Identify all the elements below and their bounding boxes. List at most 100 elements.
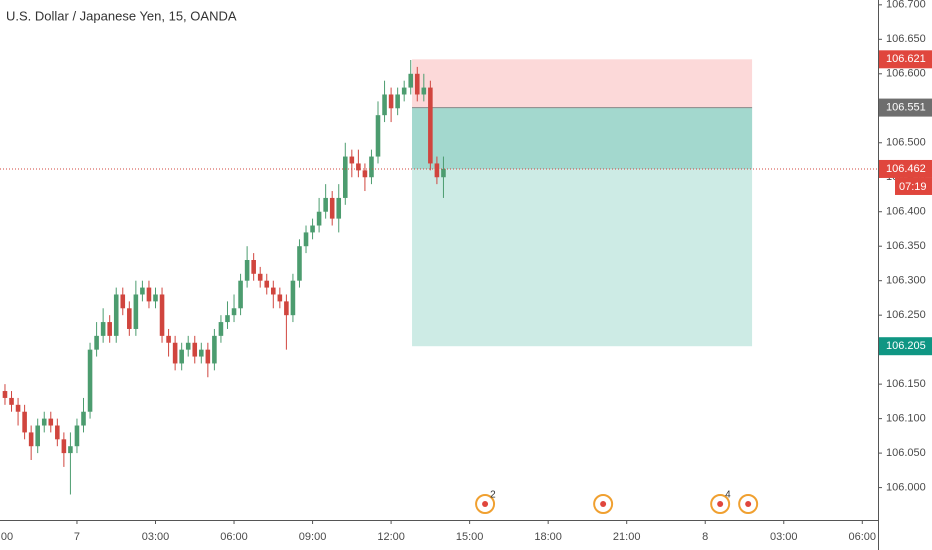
candle-body bbox=[408, 73, 414, 88]
candle-body bbox=[22, 411, 27, 433]
candle-body bbox=[146, 287, 152, 302]
candle-body bbox=[342, 156, 348, 198]
candle-body bbox=[264, 280, 270, 288]
candle-body bbox=[179, 349, 184, 364]
y-tick-label: 106.500 bbox=[886, 137, 926, 149]
x-tick-label: 8 bbox=[702, 531, 708, 543]
candle-body bbox=[251, 260, 256, 274]
candle-body bbox=[238, 280, 243, 309]
candle-body bbox=[297, 246, 302, 281]
candle-body bbox=[329, 197, 335, 219]
stop-tag bbox=[879, 50, 932, 69]
candle-body bbox=[199, 349, 204, 357]
candle-body bbox=[277, 294, 283, 302]
candle-body bbox=[375, 115, 381, 157]
candle-body bbox=[336, 197, 342, 219]
candle-body bbox=[166, 335, 171, 343]
candle-body bbox=[61, 439, 67, 454]
x-tick-label: 09:00 bbox=[299, 531, 327, 543]
y-tick-label: 106.150 bbox=[886, 378, 926, 390]
event-count: 2 bbox=[490, 490, 496, 501]
candle-body bbox=[369, 156, 374, 178]
countdown: 07:19 bbox=[899, 181, 927, 193]
candle-body bbox=[421, 87, 427, 95]
candle-body bbox=[133, 294, 139, 329]
y-tick-label: 106.000 bbox=[886, 481, 926, 493]
entry-tag bbox=[879, 98, 932, 117]
stop-zone bbox=[412, 59, 753, 108]
candle-body bbox=[74, 425, 80, 447]
candle-body bbox=[231, 308, 237, 316]
candle-body bbox=[41, 418, 47, 426]
event-dot bbox=[482, 501, 489, 507]
x-tick-label: 03:00 bbox=[142, 531, 170, 543]
x-tick-label: 12:00 bbox=[377, 531, 405, 543]
y-tick-label: 106.600 bbox=[886, 68, 926, 80]
x-tick-label: 15:00 bbox=[456, 531, 484, 543]
candle-body bbox=[55, 425, 60, 440]
event-dot bbox=[717, 501, 724, 507]
candle-body bbox=[185, 342, 191, 350]
candle-body bbox=[120, 294, 126, 309]
event-dot bbox=[600, 501, 607, 507]
x-tick-label: 7 bbox=[74, 531, 80, 543]
x-tick-label: 06:00 bbox=[849, 531, 877, 543]
candle-body bbox=[310, 225, 315, 233]
candle-body bbox=[349, 156, 355, 164]
candle-body bbox=[414, 73, 420, 95]
candle-body bbox=[107, 322, 112, 336]
y-tick-label: 106.250 bbox=[886, 309, 926, 321]
y-tick-label: 106.300 bbox=[886, 275, 926, 287]
candle-body bbox=[68, 446, 73, 454]
y-tick-label: 106.700 bbox=[886, 0, 926, 11]
y-tick-label: 106.650 bbox=[886, 33, 926, 45]
chart-title: U.S. Dollar / Japanese Yen, 15, OANDA bbox=[6, 8, 237, 23]
candle-body bbox=[434, 163, 440, 178]
x-tick-label: 06:00 bbox=[220, 531, 248, 543]
candle-body bbox=[81, 411, 86, 426]
y-tick-label: 106.400 bbox=[886, 206, 926, 218]
candle-body bbox=[395, 94, 400, 109]
candle-body bbox=[94, 335, 99, 350]
candle-body bbox=[140, 287, 145, 295]
plot-area bbox=[0, 59, 878, 495]
stop-tag-label: 106.621 bbox=[886, 53, 926, 65]
candle-body bbox=[284, 301, 289, 316]
x-tick-label: 03:00 bbox=[770, 531, 798, 543]
candle-body bbox=[290, 280, 296, 316]
candle-body bbox=[356, 163, 361, 171]
candle-body bbox=[382, 94, 387, 116]
candle-body bbox=[271, 287, 276, 295]
y-tick-label: 106.050 bbox=[886, 447, 926, 459]
candle-body bbox=[303, 232, 309, 247]
event-dot bbox=[745, 501, 752, 507]
candle-body bbox=[225, 315, 230, 323]
candle-body bbox=[428, 87, 433, 164]
y-tick-label: 106.100 bbox=[886, 413, 926, 425]
y-tick-label: 106.350 bbox=[886, 240, 926, 252]
candle-body bbox=[100, 322, 106, 336]
candle-body bbox=[362, 170, 368, 178]
candle-body bbox=[205, 349, 211, 364]
candle-body bbox=[323, 197, 328, 212]
candle-body bbox=[441, 168, 446, 178]
candle-body bbox=[48, 418, 54, 426]
event-count: 4 bbox=[725, 490, 731, 501]
candle-body bbox=[388, 94, 394, 109]
entry-tag-label: 106.551 bbox=[886, 101, 926, 113]
candle-body bbox=[192, 342, 198, 357]
filled-zone bbox=[412, 107, 753, 169]
candle-body bbox=[35, 425, 40, 447]
x-tick-label: 18:00 bbox=[534, 531, 562, 543]
last-price-tag-label: 106.462 bbox=[886, 163, 926, 175]
candle-body bbox=[9, 397, 14, 405]
candle-body bbox=[159, 294, 165, 336]
candle-body bbox=[212, 335, 217, 364]
candle-body bbox=[28, 432, 34, 447]
x-tick-label: 21:00 bbox=[613, 531, 641, 543]
candle-body bbox=[401, 87, 407, 95]
candle-body bbox=[316, 211, 322, 226]
last-price-tag bbox=[879, 159, 932, 178]
candle-body bbox=[15, 404, 21, 412]
